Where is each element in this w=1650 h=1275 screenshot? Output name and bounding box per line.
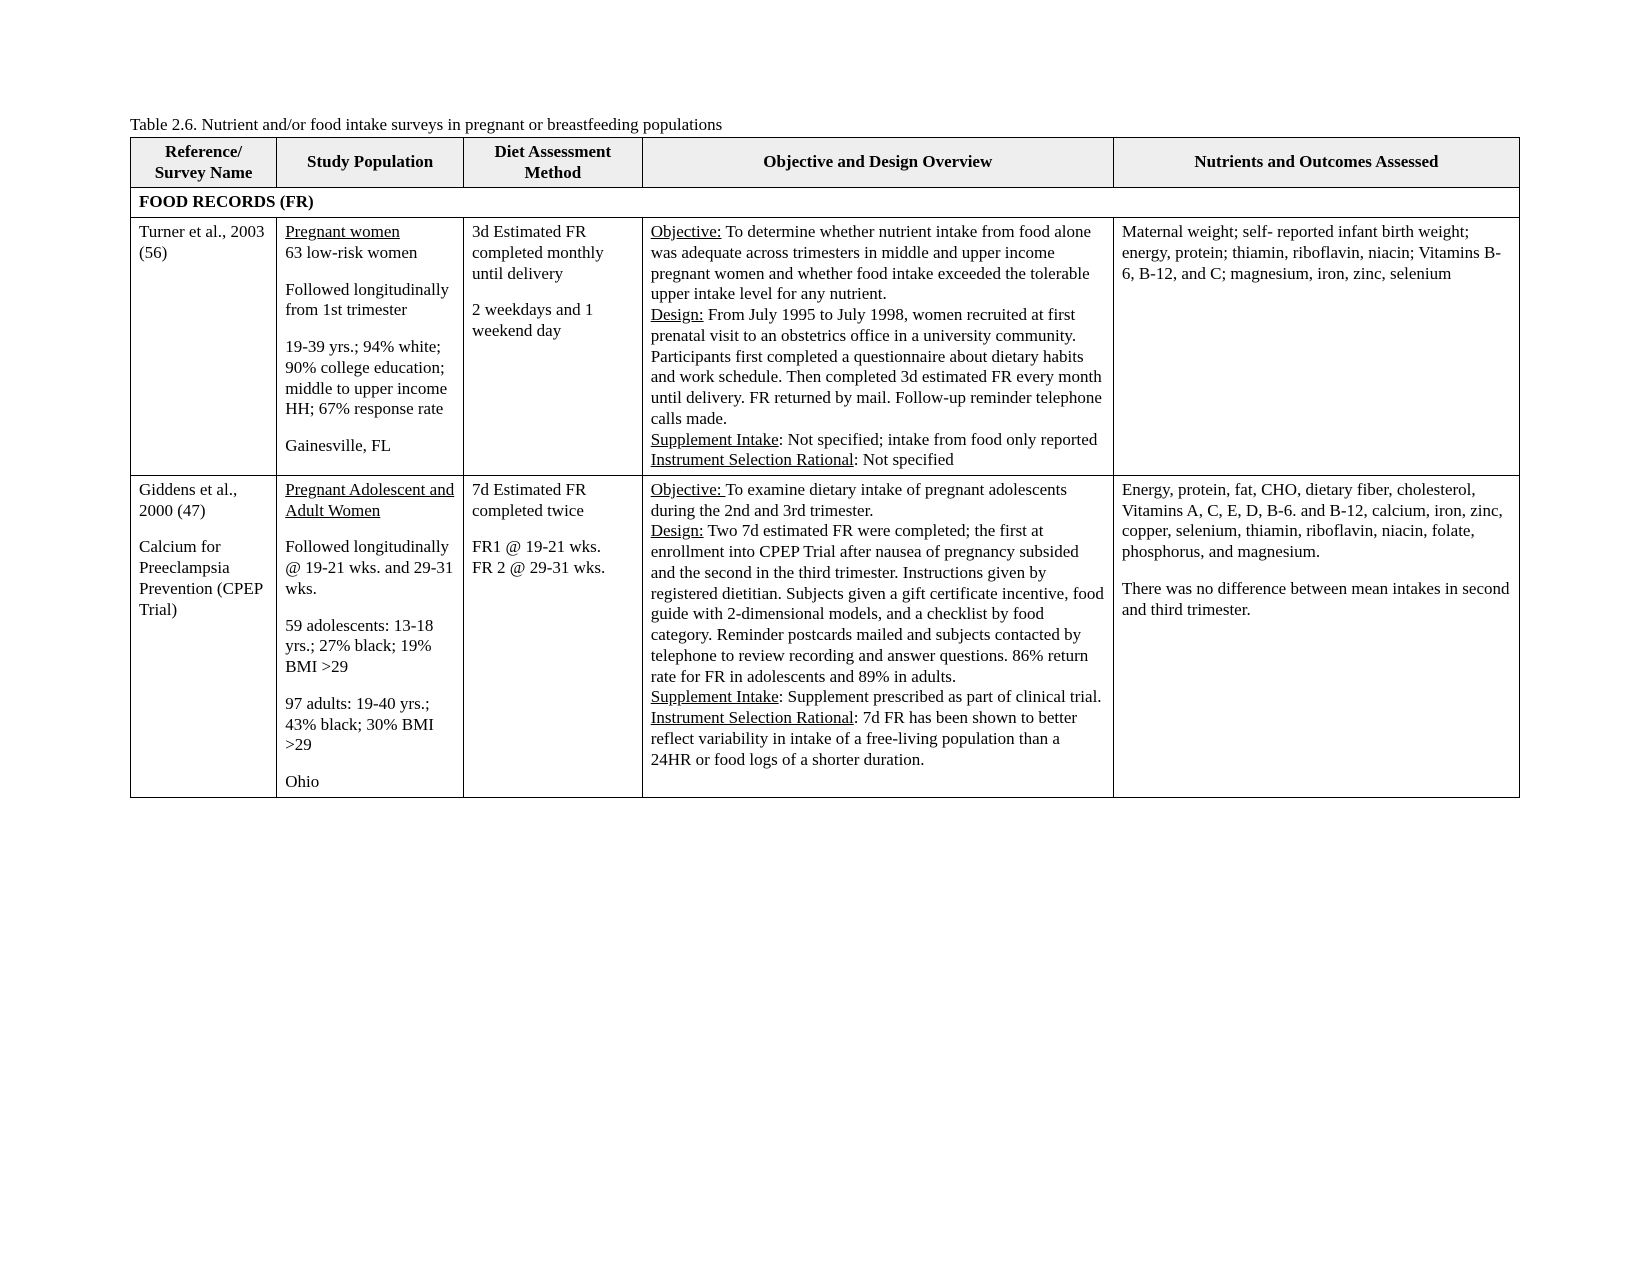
table-caption: Table 2.6. Nutrient and/or food intake s… (130, 115, 1520, 135)
objective-line: Objective: To determine whether nutrient… (651, 222, 1105, 305)
design-line: Design: Two 7d estimated FR were complet… (651, 521, 1105, 687)
header-method: Diet Assessment Method (464, 138, 643, 188)
ref-text: Turner et al., 2003 (56) (139, 222, 268, 263)
pop-line: 59 adolescents: 13-18 yrs.; 27% black; 1… (285, 616, 455, 678)
pop-heading: Pregnant Adolescent and Adult Women (285, 480, 454, 520)
pop-line: 97 adults: 19-40 yrs.; 43% black; 30% BM… (285, 694, 455, 756)
survey-table: Reference/ Survey Name Study Population … (130, 137, 1520, 798)
pop-line: Followed longitudinally @ 19-21 wks. and… (285, 537, 455, 599)
outcomes-text: There was no difference between mean int… (1122, 579, 1511, 620)
header-reference: Reference/ Survey Name (131, 138, 277, 188)
ref-text: Giddens et al., 2000 (47) (139, 480, 268, 521)
pop-line: 19-39 yrs.; 94% white; 90% college educa… (285, 337, 455, 420)
cell-objective: Objective: To examine dietary intake of … (642, 476, 1113, 798)
design-label: Design: (651, 521, 704, 540)
method-line: FR 2 @ 29-31 wks. (472, 558, 634, 579)
cell-population: Pregnant women 63 low-risk women Followe… (277, 218, 464, 476)
instrument-text: : Not specified (854, 450, 954, 469)
method-line: 2 weekdays and 1 weekend day (472, 300, 634, 341)
method-line: 3d Estimated FR completed monthly until … (472, 222, 634, 284)
supplement-label: Supplement Intake (651, 687, 779, 706)
cell-reference: Turner et al., 2003 (56) (131, 218, 277, 476)
pop-line: Followed longitudinally from 1st trimest… (285, 280, 455, 321)
objective-label: Objective: (651, 222, 722, 241)
design-text: From July 1995 to July 1998, women recru… (651, 305, 1102, 428)
cell-objective: Objective: To determine whether nutrient… (642, 218, 1113, 476)
header-row: Reference/ Survey Name Study Population … (131, 138, 1520, 188)
supplement-line: Supplement Intake: Not specified; intake… (651, 430, 1105, 451)
cell-method: 7d Estimated FR completed twice FR1 @ 19… (464, 476, 643, 798)
method-line: FR1 @ 19-21 wks. (472, 537, 634, 558)
supplement-line: Supplement Intake: Supplement prescribed… (651, 687, 1105, 708)
pop-line: 63 low-risk women (285, 243, 455, 264)
cell-outcomes: Maternal weight; self- reported infant b… (1113, 218, 1519, 476)
instrument-line: Instrument Selection Rational: Not speci… (651, 450, 1105, 471)
supplement-text: : Supplement prescribed as part of clini… (779, 687, 1102, 706)
pop-line: Gainesville, FL (285, 436, 455, 457)
instrument-label: Instrument Selection Rational (651, 708, 854, 727)
cell-population: Pregnant Adolescent and Adult Women Foll… (277, 476, 464, 798)
header-population: Study Population (277, 138, 464, 188)
header-outcomes: Nutrients and Outcomes Assessed (1113, 138, 1519, 188)
objective-label: Objective: (651, 480, 726, 499)
instrument-label: Instrument Selection Rational (651, 450, 854, 469)
objective-line: Objective: To examine dietary intake of … (651, 480, 1105, 521)
outcomes-text: Energy, protein, fat, CHO, dietary fiber… (1122, 480, 1511, 563)
pop-line: Ohio (285, 772, 455, 793)
cell-reference: Giddens et al., 2000 (47) Calcium for Pr… (131, 476, 277, 798)
design-line: Design: From July 1995 to July 1998, wom… (651, 305, 1105, 429)
supplement-label: Supplement Intake (651, 430, 779, 449)
section-label: FOOD RECORDS (FR) (131, 188, 1520, 218)
cell-method: 3d Estimated FR completed monthly until … (464, 218, 643, 476)
ref-text: Calcium for Preeclampsia Prevention (CPE… (139, 537, 268, 620)
table-row: Giddens et al., 2000 (47) Calcium for Pr… (131, 476, 1520, 798)
design-text: Two 7d estimated FR were completed; the … (651, 521, 1104, 685)
supplement-text: : Not specified; intake from food only r… (779, 430, 1098, 449)
design-label: Design: (651, 305, 704, 324)
pop-heading: Pregnant women (285, 222, 400, 241)
section-row: FOOD RECORDS (FR) (131, 188, 1520, 218)
instrument-line: Instrument Selection Rational: 7d FR has… (651, 708, 1105, 770)
outcomes-text: Maternal weight; self- reported infant b… (1122, 222, 1511, 284)
page: Table 2.6. Nutrient and/or food intake s… (0, 0, 1650, 798)
method-line: 7d Estimated FR completed twice (472, 480, 634, 521)
cell-outcomes: Energy, protein, fat, CHO, dietary fiber… (1113, 476, 1519, 798)
table-row: Turner et al., 2003 (56) Pregnant women … (131, 218, 1520, 476)
header-objective: Objective and Design Overview (642, 138, 1113, 188)
